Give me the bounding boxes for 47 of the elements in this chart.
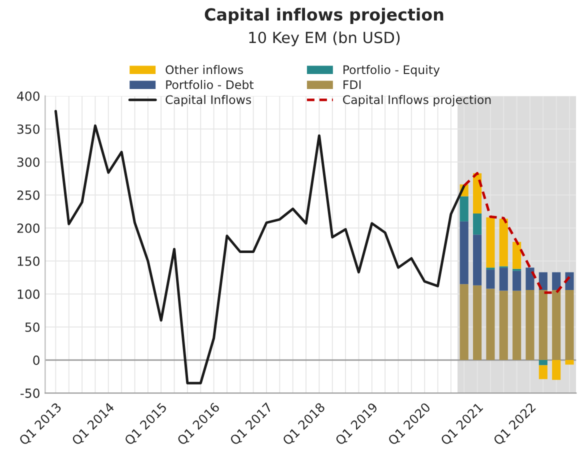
y-tick-label: 150: [18, 256, 40, 266]
y-tick-label: 400: [17, 91, 40, 101]
y-tick-label: 100: [18, 289, 40, 299]
bar: [512, 242, 522, 269]
line-series: [54, 110, 466, 384]
bar: [512, 270, 522, 291]
y-tick-label: 200: [17, 223, 40, 233]
y-tick-label: 350: [17, 124, 40, 134]
y-tick-label: -50: [20, 388, 40, 398]
bar: [565, 360, 574, 365]
bar: [552, 360, 561, 380]
y-tick-label: 50: [25, 322, 40, 332]
bar: [552, 290, 561, 360]
chart-title: Capital inflows projection: [204, 8, 444, 24]
bar: [538, 290, 548, 360]
bar: [473, 285, 482, 360]
bar: [538, 365, 548, 380]
bar: [473, 213, 482, 235]
bar: [565, 290, 574, 360]
bar: [499, 268, 508, 291]
bar: [512, 290, 522, 360]
legend-label: Other inflows: [166, 65, 243, 74]
y-tick-label: 250: [17, 190, 40, 200]
bar: [552, 272, 561, 290]
legend-label: FDI: [344, 80, 361, 89]
legend-label: Capital Inflows projection: [343, 94, 491, 106]
y-tick-label: 0: [33, 355, 40, 365]
legend-label: Portfolio - Debt: [166, 80, 254, 90]
bar: [473, 173, 482, 214]
bar: [499, 218, 508, 266]
line-series: [462, 172, 571, 294]
y-tick-label: 300: [17, 157, 40, 167]
bar: [486, 288, 495, 360]
legend-label: Portfolio - Equity: [344, 65, 440, 76]
bar: [460, 284, 468, 360]
bar: [499, 290, 508, 360]
legend-label: Capital Inflows: [166, 94, 252, 106]
chart-subtitle: 10 Key EM (bn USD): [249, 31, 400, 46]
bar: [538, 272, 548, 290]
bar: [526, 268, 534, 290]
bar: [473, 234, 482, 286]
bar: [538, 360, 548, 366]
bar: [526, 290, 534, 360]
bar: [486, 270, 495, 289]
bar: [486, 217, 495, 268]
bar: [460, 196, 468, 222]
bar: [460, 221, 468, 284]
